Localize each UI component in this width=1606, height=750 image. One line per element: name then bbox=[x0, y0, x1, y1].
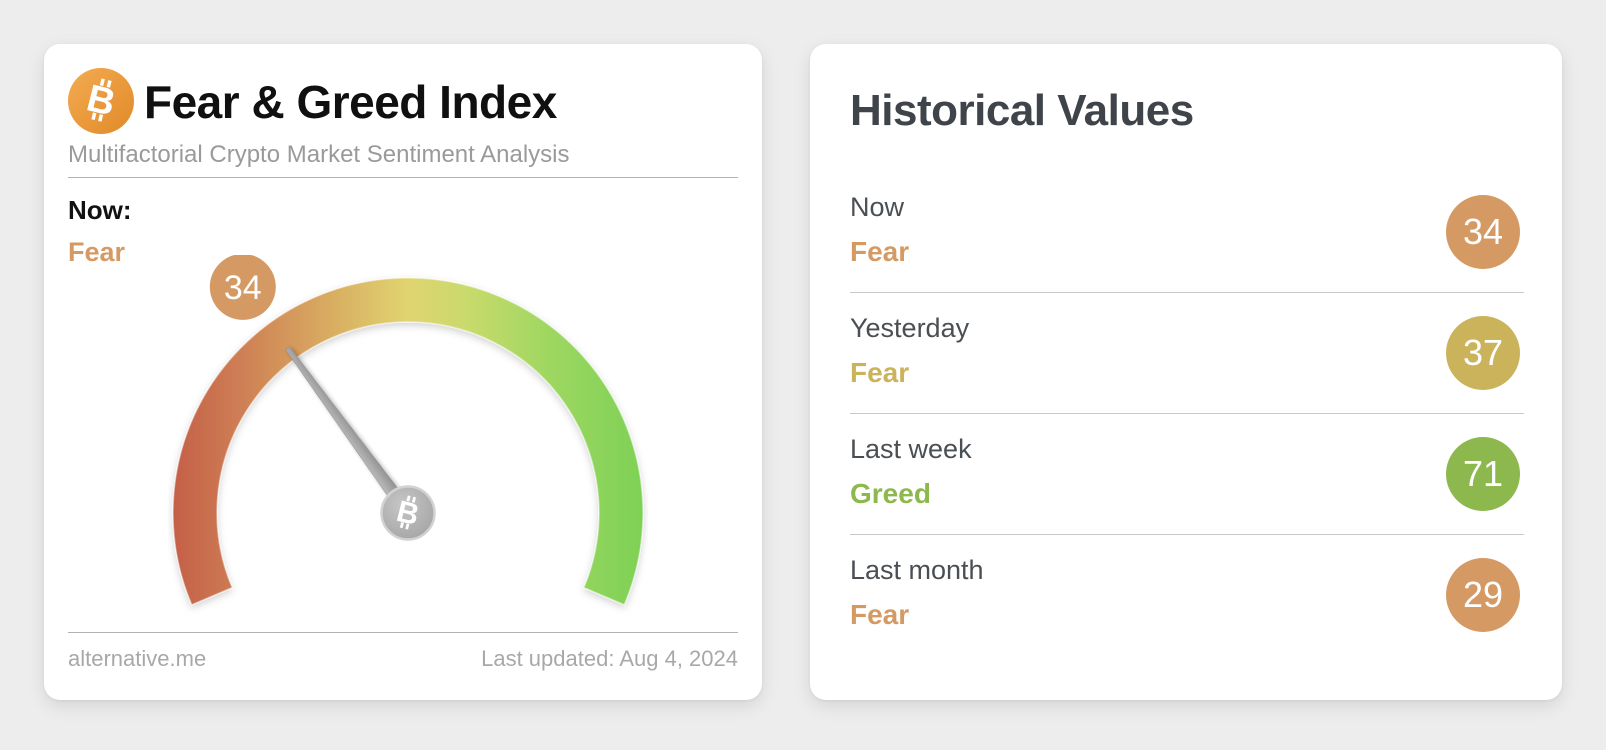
historical-values-card: Historical Values Now Fear 34 Yesterday … bbox=[810, 44, 1562, 700]
gauge-arc bbox=[172, 277, 644, 606]
row-value-badge: 37 bbox=[1446, 316, 1520, 390]
history-row-yesterday: Yesterday Fear 37 bbox=[850, 293, 1524, 414]
gauge-value-badge: 34 bbox=[209, 255, 276, 320]
row-classification: Greed bbox=[850, 478, 931, 509]
footer-divider bbox=[68, 632, 738, 633]
fear-greed-gauge: B 34 bbox=[172, 255, 644, 606]
row-value-badge: 29 bbox=[1446, 558, 1520, 632]
fear-greed-card: B Fear & Greed Index Multifactorial Cryp… bbox=[44, 44, 762, 700]
history-row-last-week: Last week Greed 71 bbox=[850, 414, 1524, 535]
row-label: Yesterday bbox=[850, 313, 970, 343]
gauge-value-text: 34 bbox=[224, 269, 262, 307]
now-classification: Fear bbox=[68, 237, 126, 267]
row-value-badge: 71 bbox=[1446, 437, 1520, 511]
row-classification: Fear bbox=[850, 236, 910, 267]
source-link[interactable]: alternative.me bbox=[68, 646, 207, 671]
row-value-badge: 34 bbox=[1446, 195, 1520, 269]
header-divider bbox=[68, 177, 738, 178]
row-classification: Fear bbox=[850, 357, 910, 388]
historical-title: Historical Values bbox=[850, 86, 1194, 135]
history-row-now: Now Fear 34 bbox=[850, 172, 1524, 293]
row-classification: Fear bbox=[850, 599, 910, 630]
gauge-value-badge-circle bbox=[209, 255, 276, 320]
history-row-last-month: Last month Fear 29 bbox=[850, 535, 1524, 656]
now-label: Now: bbox=[68, 195, 132, 225]
last-updated-text: Last updated: Aug 4, 2024 bbox=[481, 646, 738, 671]
row-label: Last month bbox=[850, 555, 984, 585]
card-title: Fear & Greed Index bbox=[144, 76, 557, 128]
bitcoin-icon: B bbox=[68, 68, 134, 134]
historical-rows: Now Fear 34 Yesterday Fear 37 Last week … bbox=[850, 172, 1524, 656]
row-label: Last week bbox=[850, 434, 972, 464]
row-label: Now bbox=[850, 192, 905, 222]
card-footer: alternative.me Last updated: Aug 4, 2024 bbox=[68, 644, 738, 674]
card-subtitle: Multifactorial Crypto Market Sentiment A… bbox=[68, 141, 570, 168]
gauge-hub: B bbox=[380, 485, 436, 541]
